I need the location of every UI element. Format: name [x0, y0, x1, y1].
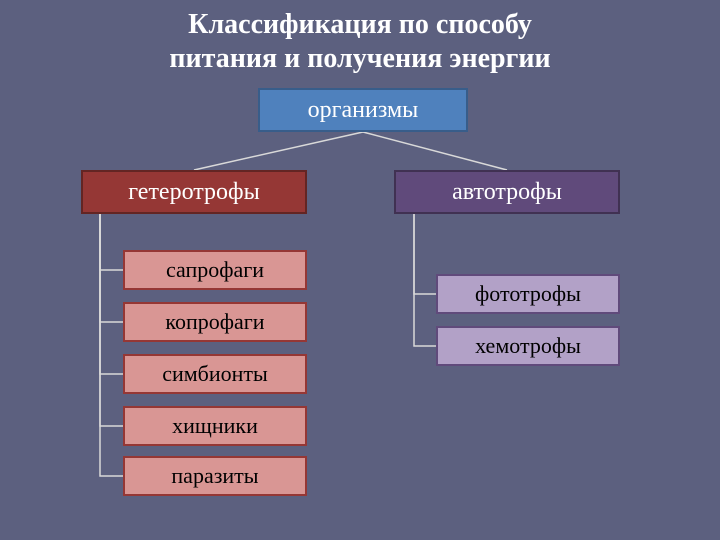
node-label: фототрофы — [475, 281, 581, 307]
node-saprophagi: сапрофаги — [123, 250, 307, 290]
node-chemotrophs: хемотрофы — [436, 326, 620, 366]
node-parasites: паразиты — [123, 456, 307, 496]
title-line-1: Классификация по способу — [0, 8, 720, 42]
node-label: хищники — [172, 413, 258, 439]
node-autotrophs: автотрофы — [394, 170, 620, 214]
node-label: копрофаги — [165, 309, 264, 335]
node-label: автотрофы — [452, 179, 562, 206]
connector-layer — [0, 0, 720, 540]
node-organisms: организмы — [258, 88, 468, 132]
node-predators: хищники — [123, 406, 307, 446]
node-label: организмы — [308, 97, 419, 124]
node-symbionts: симбионты — [123, 354, 307, 394]
node-heterotrophs: гетеротрофы — [81, 170, 307, 214]
node-label: хемотрофы — [475, 333, 581, 359]
diagram-stage: Классификация по способу питания и получ… — [0, 0, 720, 540]
node-coprophagi: копрофаги — [123, 302, 307, 342]
title-line-2: питания и получения энергии — [0, 42, 720, 76]
diagram-title: Классификация по способу питания и получ… — [0, 8, 720, 76]
node-label: паразиты — [171, 463, 258, 489]
node-label: сапрофаги — [166, 257, 264, 283]
node-label: гетеротрофы — [128, 179, 259, 206]
node-phototrophs: фототрофы — [436, 274, 620, 314]
node-label: симбионты — [162, 361, 268, 387]
